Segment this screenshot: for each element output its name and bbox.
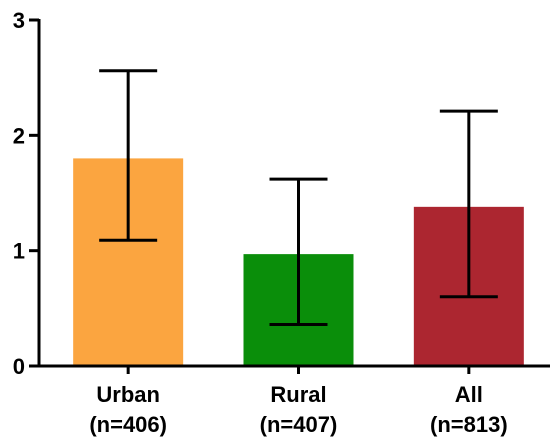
category-label: Rural <box>270 382 326 407</box>
category-sample-size: (n=407) <box>260 412 338 437</box>
category-sample-size: (n=406) <box>89 412 167 437</box>
category-sample-size: (n=813) <box>430 412 508 437</box>
y-tick-label: 2 <box>13 123 25 148</box>
category-label: Urban <box>96 382 160 407</box>
axes: 0 1 2 3 <box>13 8 550 379</box>
error-bars-group <box>99 69 498 326</box>
category-label: All <box>455 382 483 407</box>
category-labels-group: Urban (n=406) Rural (n=407) All (n=813) <box>89 382 507 437</box>
y-tick-label: 3 <box>13 8 25 33</box>
y-tick-label: 1 <box>13 239 25 264</box>
y-tick-label: 0 <box>13 354 25 379</box>
